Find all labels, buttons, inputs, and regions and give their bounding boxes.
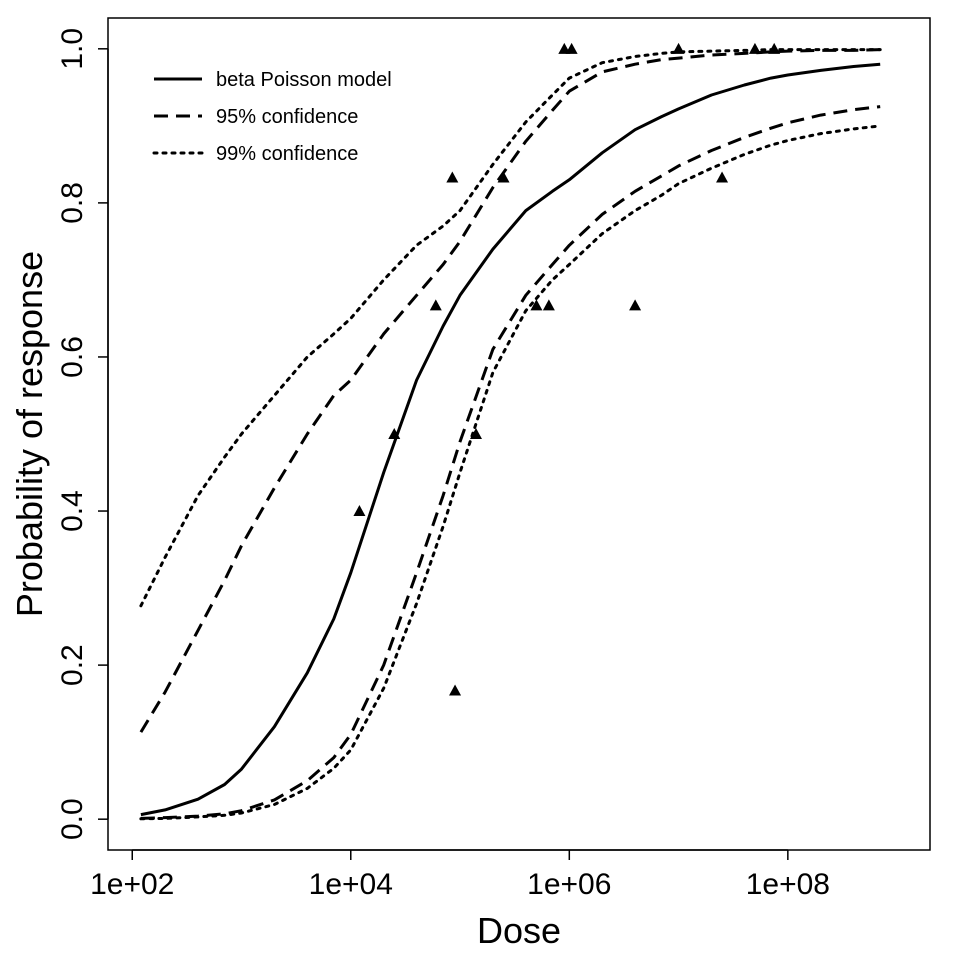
data-point bbox=[388, 428, 401, 439]
data-point bbox=[629, 299, 642, 311]
y-axis: 0.0 0.2 0.4 0.6 0.8 1.0 bbox=[56, 28, 109, 840]
series-line-4 bbox=[139, 124, 882, 821]
data-point bbox=[748, 42, 761, 54]
points-layer bbox=[353, 42, 781, 696]
data-point bbox=[470, 428, 483, 439]
data-point bbox=[716, 171, 729, 183]
data-point bbox=[429, 299, 442, 311]
data-point bbox=[565, 42, 578, 54]
data-point bbox=[672, 42, 685, 54]
data-point bbox=[497, 171, 510, 183]
x-tick-label: 1e+08 bbox=[746, 868, 830, 901]
y-tick-label: 0.8 bbox=[56, 182, 89, 224]
y-tick-label: 0.6 bbox=[56, 336, 89, 378]
y-tick-label: 0.4 bbox=[56, 490, 89, 532]
legend-label: 95% confidence bbox=[216, 106, 358, 128]
legend: beta Poisson model 95% confidence 99% conf… bbox=[152, 69, 392, 165]
series-line-3 bbox=[139, 48, 882, 608]
data-point bbox=[542, 299, 555, 311]
legend-label: beta Poisson model bbox=[216, 69, 392, 91]
series-line-2 bbox=[140, 105, 881, 820]
x-axis-title: Dose bbox=[477, 910, 561, 951]
series-layer bbox=[139, 48, 882, 821]
data-point bbox=[768, 42, 781, 54]
y-tick-label: 0.2 bbox=[56, 644, 89, 686]
data-point bbox=[446, 171, 459, 183]
x-tick-label: 1e+02 bbox=[90, 868, 174, 901]
y-tick-label: 1.0 bbox=[56, 28, 89, 70]
y-tick-label: 0.0 bbox=[56, 798, 89, 840]
x-tick-label: 1e+06 bbox=[527, 868, 611, 901]
y-axis-title: Probability of response bbox=[9, 251, 50, 617]
data-point bbox=[449, 684, 462, 696]
legend-label: 99% confidence bbox=[216, 143, 358, 165]
x-axis: 1e+02 1e+04 1e+06 1e+08 bbox=[90, 849, 830, 901]
x-tick-label: 1e+04 bbox=[309, 868, 393, 901]
data-point bbox=[530, 299, 543, 311]
series-line-0 bbox=[140, 62, 881, 817]
data-point bbox=[353, 505, 366, 517]
